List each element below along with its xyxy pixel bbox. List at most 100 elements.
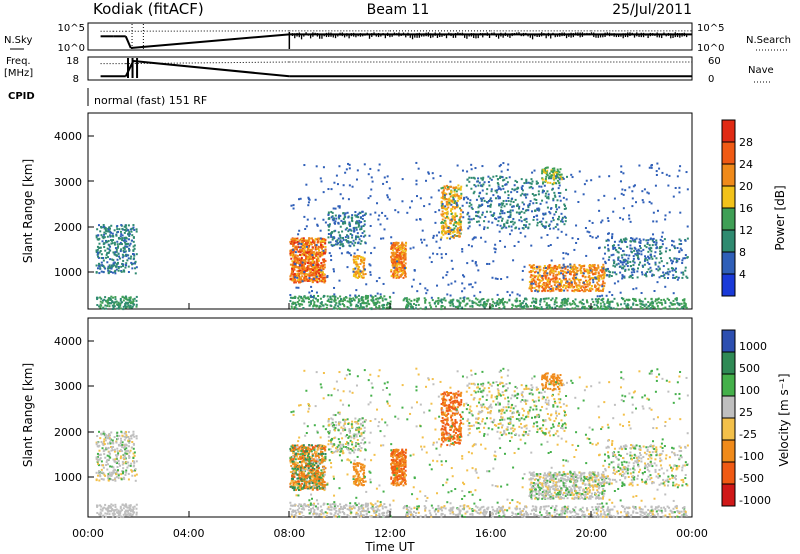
power-cell [613,260,616,263]
power-cell [298,198,301,201]
power-cell [564,274,567,277]
power-cell [632,288,635,291]
power-cell [547,195,550,198]
power-cell [565,301,568,304]
power-cell [423,297,426,300]
power-cell [334,243,337,246]
power-cell [308,237,311,240]
power-cell [349,228,352,231]
power-cell [549,227,552,230]
power-cell [299,271,302,274]
power-cell [352,268,355,271]
power-cell [412,278,415,281]
power-cell [328,300,331,303]
power-cell [123,241,126,244]
power-cell [353,230,356,233]
power-cell [399,274,402,277]
power-cell [322,252,325,255]
nsky-spike [559,33,561,37]
velocity-cell [107,435,110,438]
power-cell [101,264,104,267]
power-cell [112,239,115,242]
freq-tick-top: 18 [66,56,79,67]
power-cell [353,252,356,255]
power-cell [641,300,644,303]
power-cell [410,307,413,310]
power-cell [127,247,130,250]
power-cell [619,265,622,268]
nsky-spike [509,34,511,38]
power-cell [546,181,549,184]
power-cell [97,252,100,255]
power-cell [395,265,398,268]
power-cell [534,289,537,292]
power-cell [430,261,433,264]
power-cell [319,265,322,268]
power-cell [479,300,482,303]
power-cell [542,297,545,300]
power-cell [357,224,360,227]
power-cell [387,306,390,309]
power-cell [435,305,438,308]
power-cell [522,300,525,303]
power-cell [294,260,297,263]
power-cell [645,306,648,309]
power-cell [619,291,622,294]
power-cell [291,267,294,270]
power-cell [315,258,318,261]
power-cell [295,247,298,250]
power-cell [567,286,570,289]
power-cell [341,222,344,225]
power-cell [300,248,303,251]
power-cell [639,305,642,308]
power-cell [459,187,462,190]
power-cell [543,225,546,228]
power-cell [314,248,317,251]
power-cell [528,264,531,267]
power-cell [555,210,558,213]
power-cell [401,272,404,275]
nsky-spike [303,34,305,37]
power-cell [626,303,629,306]
nsky-spike [679,33,681,38]
power-cell [134,260,137,263]
power-cell [452,230,455,233]
power-cell [390,251,393,254]
power-cell [121,262,124,265]
power-cell [536,266,539,269]
power-cell [496,301,499,304]
power-cell [675,257,678,260]
power-cell [391,264,394,267]
power-cell [352,258,355,261]
power-cell [608,256,611,259]
power-cell [552,274,555,277]
power-cell [379,223,382,226]
nsky-spike [627,32,629,38]
power-cell [448,229,451,232]
power-cell [354,258,357,261]
power-cell [348,184,351,187]
power-cell [493,247,496,250]
power-cell [97,255,100,258]
power-cell [369,264,372,267]
nsky-spike [450,33,452,37]
power-cell [308,304,311,307]
power-cell [551,297,554,300]
power-cell [544,212,547,215]
power-cell [338,300,341,303]
power-cell [127,257,130,260]
power-cell [471,286,474,289]
power-cell [468,283,471,286]
power-cell [560,173,563,176]
power-cell [339,295,342,298]
power-cell [308,249,311,252]
power-cell [546,304,549,307]
power-cell [106,252,109,255]
power-yticks [88,135,94,273]
power-cell [563,203,566,206]
power-cell [413,302,416,305]
power-cell [612,210,615,213]
power-cell [312,307,315,310]
power-cell [127,242,130,245]
power-cell [540,306,543,309]
